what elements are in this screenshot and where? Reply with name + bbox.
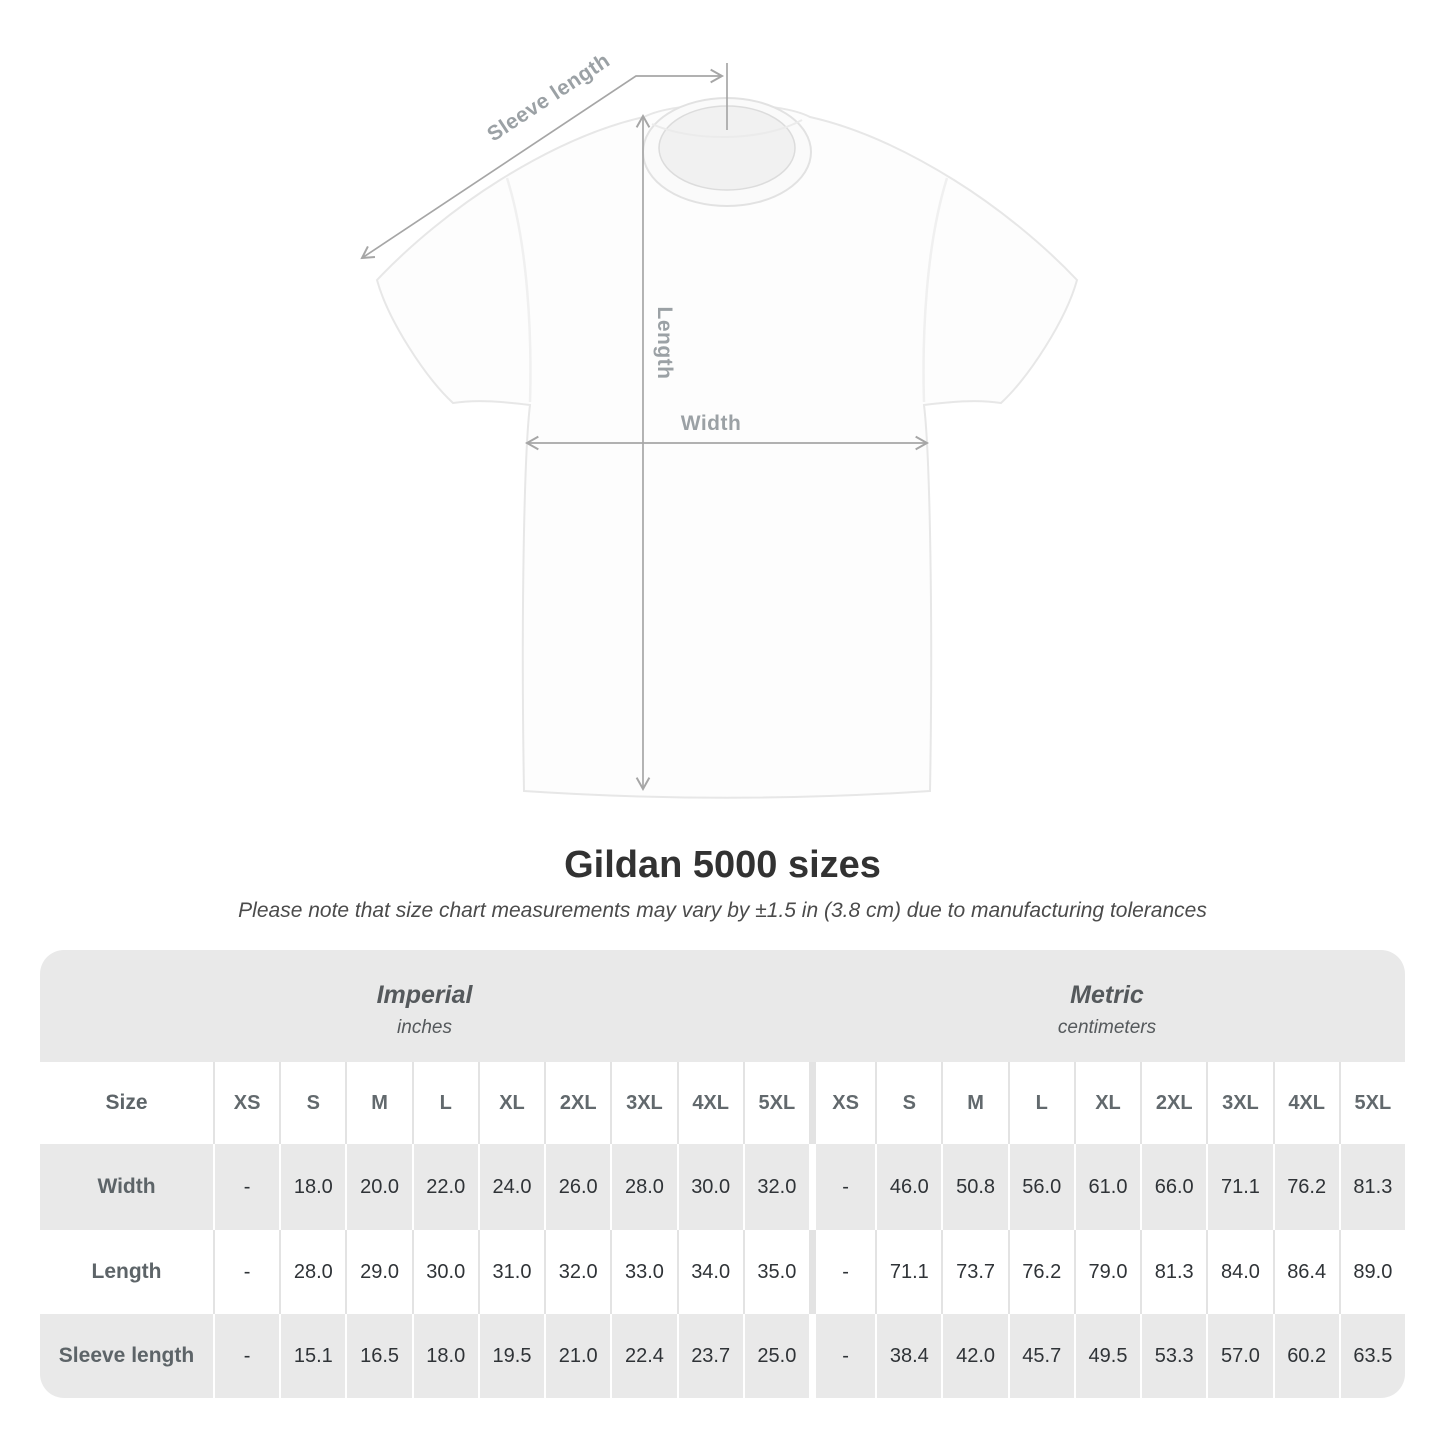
value-cell: 32.0 bbox=[742, 1144, 809, 1230]
value-cell: 79.0 bbox=[1073, 1230, 1140, 1314]
value-cell: 30.0 bbox=[411, 1230, 478, 1314]
value-cell: 31.0 bbox=[477, 1230, 544, 1314]
value-cell: 66.0 bbox=[1140, 1144, 1206, 1230]
size-header-cell: 4XL bbox=[1272, 1062, 1339, 1144]
value-cell: 61.0 bbox=[1073, 1144, 1140, 1230]
value-cell: 28.0 bbox=[279, 1230, 345, 1314]
size-header-cell: 5XL bbox=[742, 1062, 809, 1144]
table-row-sleeve-length: Sleeve length - 15.1 16.5 18.0 19.5 21.0… bbox=[40, 1314, 1405, 1398]
size-header-cell: 3XL bbox=[610, 1062, 676, 1144]
value-cell: 60.2 bbox=[1272, 1314, 1339, 1398]
value-cell: 29.0 bbox=[345, 1230, 411, 1314]
row-label: Sleeve length bbox=[58, 1344, 195, 1367]
value-cell: 63.5 bbox=[1338, 1314, 1405, 1398]
value-cell: 49.5 bbox=[1073, 1314, 1140, 1398]
page-title: Gildan 5000 sizes bbox=[564, 844, 881, 886]
metric-unit: centimeters bbox=[1057, 1017, 1157, 1038]
size-chart-table: Imperial inches Metric centimeters Size … bbox=[40, 950, 1405, 1398]
row-label: Length bbox=[91, 1260, 162, 1283]
size-header-cell: 2XL bbox=[1140, 1062, 1206, 1144]
value-cell: 34.0 bbox=[676, 1230, 743, 1314]
value-cell: 21.0 bbox=[544, 1314, 610, 1398]
metric-section-header: Metric centimeters bbox=[809, 950, 1405, 1062]
row-label: Width bbox=[97, 1175, 156, 1198]
size-header-cell: L bbox=[411, 1062, 478, 1144]
size-header-cell: M bbox=[941, 1062, 1007, 1144]
size-header-cell: XL bbox=[1073, 1062, 1140, 1144]
size-header-cell: 2XL bbox=[544, 1062, 610, 1144]
value-cell: 19.5 bbox=[477, 1314, 544, 1398]
value-cell: 35.0 bbox=[742, 1230, 809, 1314]
value-cell: 23.7 bbox=[676, 1314, 743, 1398]
value-cell: 42.0 bbox=[941, 1314, 1007, 1398]
value-cell: 22.4 bbox=[610, 1314, 676, 1398]
value-cell: 18.0 bbox=[279, 1144, 345, 1230]
value-cell: 84.0 bbox=[1206, 1230, 1272, 1314]
value-cell: 53.3 bbox=[1140, 1314, 1206, 1398]
measurement-arrows bbox=[360, 63, 930, 792]
size-header-cell: 5XL bbox=[1338, 1062, 1405, 1144]
value-cell: 56.0 bbox=[1007, 1144, 1074, 1230]
value-cell: 20.0 bbox=[345, 1144, 411, 1230]
value-cell: 28.0 bbox=[610, 1144, 676, 1230]
value-cell: 86.4 bbox=[1272, 1230, 1339, 1314]
value-cell: - bbox=[808, 1314, 875, 1398]
unit-header-row: Imperial inches Metric centimeters bbox=[40, 950, 1405, 1062]
value-cell: 15.1 bbox=[279, 1314, 345, 1398]
size-header-cell: S bbox=[875, 1062, 941, 1144]
value-cell: 16.5 bbox=[345, 1314, 411, 1398]
value-cell: 25.0 bbox=[742, 1314, 809, 1398]
value-cell: 33.0 bbox=[610, 1230, 676, 1314]
value-cell: 46.0 bbox=[875, 1144, 941, 1230]
value-cell: 89.0 bbox=[1338, 1230, 1405, 1314]
tshirt-image bbox=[375, 97, 1079, 799]
value-cell: 76.2 bbox=[1007, 1230, 1074, 1314]
size-header-row: Size XS S M L XL 2XL 3XL 4XL 5XL XS S M … bbox=[40, 1062, 1405, 1144]
sleeve-length-arrow bbox=[360, 68, 725, 260]
length-label: Length bbox=[653, 306, 676, 380]
value-cell: - bbox=[213, 1314, 279, 1398]
value-cell: - bbox=[808, 1144, 875, 1230]
size-header-cell: 3XL bbox=[1206, 1062, 1272, 1144]
value-cell: - bbox=[213, 1144, 279, 1230]
value-cell: - bbox=[213, 1230, 279, 1314]
value-cell: 50.8 bbox=[941, 1144, 1007, 1230]
metric-label: Metric bbox=[1070, 981, 1144, 1009]
value-cell: 30.0 bbox=[676, 1144, 743, 1230]
value-cell: 81.3 bbox=[1140, 1230, 1206, 1314]
size-column-header: Size bbox=[105, 1091, 148, 1114]
tolerance-note: Please note that size chart measurements… bbox=[238, 899, 1207, 922]
imperial-unit: inches bbox=[397, 1017, 452, 1038]
width-label: Width bbox=[680, 412, 742, 435]
tshirt-body-shape bbox=[375, 103, 1079, 799]
value-cell: 18.0 bbox=[411, 1314, 478, 1398]
value-cell: 71.1 bbox=[1206, 1144, 1272, 1230]
tshirt-figure bbox=[360, 63, 1079, 799]
value-cell: 24.0 bbox=[477, 1144, 544, 1230]
size-header-cell: XS bbox=[213, 1062, 279, 1144]
size-header-cell: XL bbox=[477, 1062, 544, 1144]
value-cell: 76.2 bbox=[1272, 1144, 1339, 1230]
size-header-cell: S bbox=[279, 1062, 345, 1144]
tshirt-right-sleeve-seam bbox=[922, 177, 949, 403]
value-cell: 81.3 bbox=[1338, 1144, 1405, 1230]
size-header-cell: 4XL bbox=[676, 1062, 743, 1144]
imperial-label: Imperial bbox=[376, 981, 473, 1009]
size-header-cell: M bbox=[345, 1062, 411, 1144]
table-row-length: Length - 28.0 29.0 30.0 31.0 32.0 33.0 3… bbox=[40, 1230, 1405, 1314]
size-header-cell: L bbox=[1007, 1062, 1074, 1144]
value-cell: 57.0 bbox=[1206, 1314, 1272, 1398]
value-cell: 22.0 bbox=[411, 1144, 478, 1230]
size-header-cell: XS bbox=[808, 1062, 875, 1144]
value-cell: 45.7 bbox=[1007, 1314, 1074, 1398]
table-row-width: Width - 18.0 20.0 22.0 24.0 26.0 28.0 30… bbox=[40, 1144, 1405, 1230]
imperial-section-header: Imperial inches bbox=[40, 950, 809, 1062]
value-cell: - bbox=[808, 1230, 875, 1314]
value-cell: 38.4 bbox=[875, 1314, 941, 1398]
value-cell: 26.0 bbox=[544, 1144, 610, 1230]
value-cell: 71.1 bbox=[875, 1230, 941, 1314]
value-cell: 73.7 bbox=[941, 1230, 1007, 1314]
value-cell: 32.0 bbox=[544, 1230, 610, 1314]
